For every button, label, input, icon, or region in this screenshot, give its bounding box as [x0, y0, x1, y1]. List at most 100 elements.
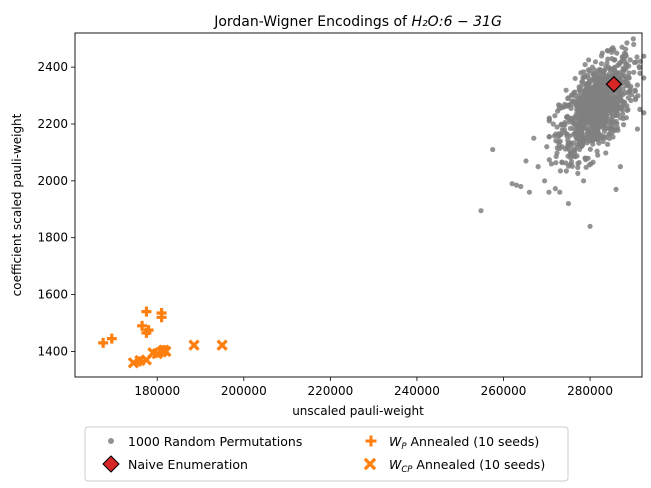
random-permutation-point: [608, 94, 614, 100]
random-permutation-point: [587, 223, 593, 229]
legend-label-wp-suffix: Annealed (10 seeds): [407, 434, 540, 449]
random-permutation-point: [627, 57, 633, 63]
random-permutation-point: [578, 84, 584, 90]
random-permutation-point: [575, 122, 581, 128]
random-permutation-point: [586, 125, 592, 132]
random-permutation-point: [564, 143, 571, 149]
legend-marker-random: [108, 438, 114, 444]
chart-title: Jordan-Wigner Encodings of H₂O:6 − 31G: [213, 14, 502, 30]
legend-frame: [84, 426, 569, 482]
random-permutation-point: [567, 125, 573, 131]
wp-annealed-point: [98, 337, 109, 348]
random-permutation-point: [586, 78, 593, 84]
x-tick-label: 200000: [221, 384, 267, 398]
x-tick-label: 220000: [307, 384, 353, 398]
random-permutation-point: [567, 115, 573, 121]
random-permutation-point: [584, 107, 590, 114]
random-permutation-point: [576, 159, 582, 166]
random-permutation-point: [602, 99, 608, 105]
random-permutation-point: [599, 50, 605, 56]
random-permutation-point: [617, 90, 624, 96]
wcp-annealed-point: [216, 339, 228, 351]
plot-area-frame: [74, 32, 643, 378]
random-permutation-point: [582, 155, 588, 161]
random-permutation-point: [579, 141, 585, 147]
random-permutation-point: [550, 121, 556, 127]
random-permutation-point: [583, 115, 589, 121]
random-permutation-point: [628, 91, 635, 98]
random-permutation-point: [595, 76, 601, 82]
random-permutation-point: [600, 70, 607, 76]
random-permutation-point: [595, 152, 601, 158]
random-permutation-point: [575, 96, 581, 102]
random-permutation-point: [607, 126, 614, 133]
random-permutation-point: [641, 53, 647, 59]
random-permutation-point: [591, 96, 597, 102]
random-permutation-point: [553, 160, 559, 166]
random-permutation-point: [581, 69, 587, 75]
random-permutation-point: [518, 183, 524, 190]
random-permutation-point: [572, 75, 578, 82]
random-permutation-point: [579, 79, 585, 85]
legend-label-wp-prefix: W: [389, 434, 402, 449]
random-permutation-point: [575, 164, 581, 171]
random-permutation-point: [630, 36, 636, 42]
random-permutation-point: [641, 110, 647, 116]
random-permutation-point: [490, 146, 496, 153]
random-permutation-point: [589, 91, 595, 97]
y-tick-label: 2400: [37, 60, 68, 74]
random-permutation-point: [553, 131, 559, 137]
naive-enumeration-point: [605, 75, 623, 93]
y-tick-label: 2000: [37, 174, 68, 188]
wp-annealed-point: [141, 306, 152, 317]
random-permutation-point: [561, 126, 568, 133]
y-tick-label: 2200: [37, 117, 68, 131]
random-permutation-point: [572, 130, 578, 136]
chart-title-math: H₂O:6 − 31G: [411, 14, 501, 30]
random-permutation-point: [598, 116, 604, 122]
random-permutation-point: [565, 200, 572, 207]
random-permutation-point: [578, 132, 584, 139]
random-permutation-point: [606, 131, 613, 137]
random-permutation-point: [546, 134, 552, 140]
random-permutation-point: [600, 76, 606, 82]
random-permutation-point: [575, 136, 581, 142]
random-permutation-point: [574, 107, 580, 113]
wp-annealed-point: [134, 356, 145, 367]
random-permutation-point: [623, 77, 629, 83]
random-permutation-point: [513, 182, 520, 188]
random-permutation-point: [596, 82, 602, 88]
random-permutation-point: [559, 159, 565, 165]
wcp-annealed-point: [188, 339, 200, 351]
random-permutation-point: [590, 138, 596, 144]
random-permutation-point: [546, 116, 552, 123]
legend-marker-wp: [365, 435, 377, 447]
random-permutation-point: [582, 103, 588, 109]
random-permutation-point: [548, 161, 555, 167]
random-permutation-point: [552, 113, 558, 119]
random-permutation-point: [523, 158, 529, 164]
random-permutation-point: [555, 139, 562, 145]
random-permutation-point: [565, 163, 572, 169]
random-permutation-point: [563, 87, 569, 93]
random-permutation-point: [535, 164, 541, 170]
random-permutation-point: [634, 126, 641, 132]
random-permutation-point: [582, 61, 588, 68]
random-permutation-point: [575, 170, 581, 176]
random-permutation-point: [581, 74, 587, 80]
x-tick-label: 240000: [394, 384, 440, 398]
x-axis-label: unscaled pauli-weight: [292, 404, 424, 418]
random-permutation-point: [587, 146, 593, 152]
x-tick-label: 280000: [567, 384, 613, 398]
random-permutation-point: [591, 105, 597, 111]
x-axis: 180000 200000 220000 240000 260000 280000: [134, 377, 613, 398]
random-permutation-point: [637, 70, 643, 76]
random-permutation-point: [617, 164, 623, 170]
random-permutation-point: [573, 111, 580, 117]
random-permutation-point: [610, 134, 616, 140]
random-permutation-point: [554, 124, 560, 130]
y-tick-label: 1800: [37, 231, 68, 245]
random-permutation-point: [567, 152, 574, 158]
random-permutation-point: [622, 58, 628, 65]
